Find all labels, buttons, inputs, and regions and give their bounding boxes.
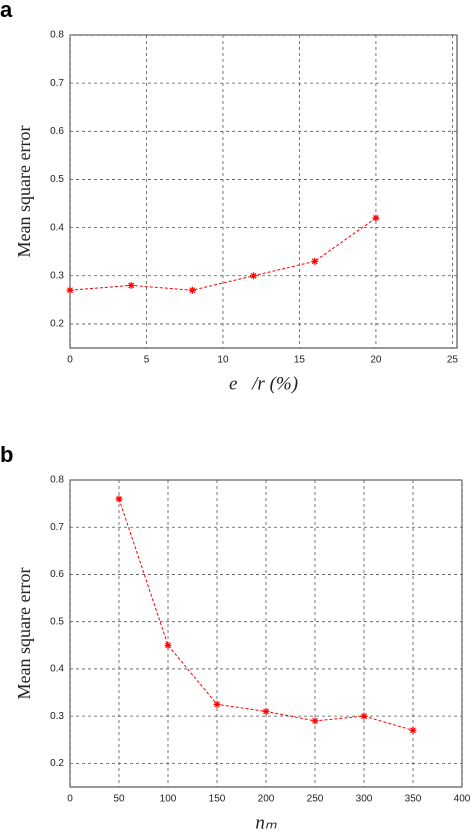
x-tick-label: 100 — [160, 794, 177, 805]
x-axis-label: nₘ — [255, 812, 277, 833]
point — [127, 281, 135, 289]
x-tick-label: 5 — [144, 355, 150, 366]
y-tick-label: 0.7 — [50, 78, 64, 89]
point — [66, 286, 74, 294]
x-tick-label: 25 — [447, 355, 459, 366]
y-axis-label: Mean square error — [14, 126, 34, 258]
point — [409, 726, 417, 734]
point — [372, 214, 380, 222]
plot-area — [69, 34, 458, 349]
panel-label: a — [0, 0, 13, 22]
point — [250, 272, 258, 280]
y-tick-label: 0.6 — [50, 569, 64, 580]
point — [262, 707, 270, 715]
x-tick-label: 0 — [67, 794, 73, 805]
x-tick-label: 300 — [356, 794, 373, 805]
point — [164, 641, 172, 649]
y-axis-label: Mean square error — [14, 568, 34, 700]
y-tick-label: 0.8 — [50, 475, 64, 486]
x-tick-label: 400 — [454, 794, 471, 805]
x-tick-label: 15 — [294, 355, 306, 366]
panel-label: b — [0, 442, 13, 467]
x-tick-label: 200 — [258, 794, 275, 805]
y-tick-label: 0.7 — [50, 522, 64, 533]
x-axis-label: e⃗/r (%) — [229, 373, 298, 394]
x-tick-label: 250 — [307, 794, 324, 805]
series-line — [69, 217, 377, 291]
y-tick-label: 0.4 — [50, 222, 64, 233]
x-tick-label: 150 — [209, 794, 226, 805]
point — [311, 257, 319, 265]
y-tick-label: 0.2 — [50, 319, 64, 330]
x-tick-label: 0 — [67, 355, 73, 366]
y-tick-label: 0.2 — [50, 758, 64, 769]
x-tick-label: 50 — [113, 794, 125, 805]
point — [213, 700, 221, 708]
y-tick-label: 0.6 — [50, 126, 64, 137]
y-tick-label: 0.3 — [50, 711, 64, 722]
y-tick-label: 0.5 — [50, 174, 64, 185]
y-tick-label: 0.5 — [50, 616, 64, 627]
point — [188, 286, 196, 294]
y-tick-label: 0.3 — [50, 270, 64, 281]
y-tick-label: 0.8 — [50, 30, 64, 41]
point — [115, 495, 123, 503]
y-tick-label: 0.4 — [50, 664, 64, 675]
point — [360, 712, 368, 720]
point — [311, 717, 319, 725]
x-tick-label: 20 — [370, 355, 382, 366]
x-tick-label: 10 — [217, 355, 229, 366]
x-tick-label: 350 — [405, 794, 422, 805]
